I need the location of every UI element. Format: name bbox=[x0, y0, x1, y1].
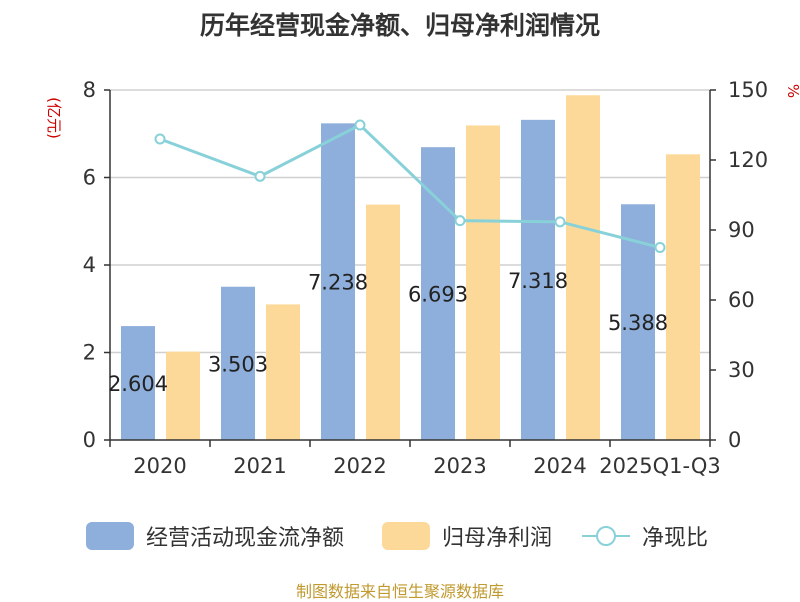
x-tick-label-2024: 2024 bbox=[533, 454, 586, 478]
cash-value-label-2022: 7.238 bbox=[308, 271, 368, 295]
left-tick-label-4: 4 bbox=[83, 253, 96, 277]
x-tick-label-2020: 2020 bbox=[133, 454, 186, 478]
cash-value-label-2025Q1-Q3: 5.388 bbox=[608, 311, 668, 335]
profit-bar-2022 bbox=[366, 204, 400, 440]
cash-value-label-2020: 2.604 bbox=[108, 372, 168, 396]
ratio-point-2022 bbox=[354, 119, 366, 131]
right-tick-label-90: 90 bbox=[728, 218, 755, 242]
legend-label-profit: 归母净利润 bbox=[442, 526, 553, 551]
right-tick-label-120: 120 bbox=[728, 148, 768, 172]
cash-value-label-2021: 3.503 bbox=[208, 352, 268, 376]
legend-swatch-cash bbox=[86, 522, 134, 550]
left-tick-label-8: 8 bbox=[83, 78, 96, 102]
legend-item-profit[interactable]: 归母净利润 bbox=[382, 516, 552, 556]
legend-swatch-profit bbox=[382, 522, 430, 550]
cash-value-label-2024: 7.318 bbox=[508, 269, 568, 293]
legend-item-ratio[interactable]: 净现比 bbox=[582, 516, 708, 556]
bars bbox=[121, 95, 700, 441]
x-tick-label-2023: 2023 bbox=[433, 454, 486, 478]
cash-value-label-2023: 6.693 bbox=[408, 283, 468, 307]
legend-item-cash[interactable]: 经营活动现金流净额 bbox=[86, 516, 344, 556]
source-note: 制图数据来自恒生聚源数据库 bbox=[295, 582, 504, 601]
right-tick-label-30: 30 bbox=[728, 358, 755, 382]
cash-bar-2021 bbox=[221, 286, 255, 440]
profit-bar-2025Q1-Q3 bbox=[666, 154, 700, 440]
data-labels: 2.604 3.503 7.238 6.693 7.318 5.388 bbox=[108, 269, 668, 396]
left-tick-label-0: 0 bbox=[83, 428, 96, 452]
cash-bar-2024 bbox=[521, 119, 555, 441]
x-tick-label-2021: 2021 bbox=[233, 454, 286, 478]
ratio-line-series bbox=[154, 119, 666, 253]
ratio-point-2020 bbox=[154, 133, 166, 145]
left-tick-label-6: 6 bbox=[83, 166, 96, 190]
profit-bar-2020 bbox=[166, 351, 200, 440]
left-axis-unit: (亿元) bbox=[45, 97, 63, 139]
x-tick-label-2025Q1-Q3: 2025Q1-Q3 bbox=[599, 454, 721, 478]
cash-bar-2023 bbox=[421, 147, 455, 440]
legend-label-cash: 经营活动现金流净额 bbox=[146, 526, 345, 551]
ratio-point-2023 bbox=[454, 215, 466, 227]
profit-bar-2024 bbox=[566, 95, 600, 440]
profit-bar-2021 bbox=[266, 304, 300, 440]
chart-title: 历年经营现金净额、归母净利润情况 bbox=[199, 11, 600, 40]
x-tick-label-2022: 2022 bbox=[333, 454, 386, 478]
right-tick-label-0: 0 bbox=[728, 428, 741, 452]
cash-bar-2020 bbox=[121, 326, 155, 440]
right-tick-label-150: 150 bbox=[728, 78, 768, 102]
right-tick-label-60: 60 bbox=[728, 288, 755, 312]
cash-bar-2022 bbox=[321, 123, 355, 441]
ratio-point-2025Q1-Q3 bbox=[654, 242, 666, 253]
ratio-point-2021 bbox=[254, 170, 266, 182]
ratio-line bbox=[159, 123, 661, 249]
ratio-point-2024 bbox=[554, 216, 566, 228]
legend: 经营活动现金流净额 归母净利润 净现比 bbox=[0, 516, 800, 556]
left-tick-label-2: 2 bbox=[83, 341, 96, 365]
legend-swatch-ratio bbox=[582, 522, 630, 550]
axes: 0 2 4 6 8 0 30 60 90 120 150 2020 2021 2022 2023 2024 20… bbox=[83, 78, 768, 478]
legend-label-ratio: 净现比 bbox=[642, 526, 709, 551]
profit-bar-2023 bbox=[466, 125, 500, 440]
grid-lines bbox=[110, 89, 710, 354]
right-axis-unit: % bbox=[784, 84, 800, 98]
